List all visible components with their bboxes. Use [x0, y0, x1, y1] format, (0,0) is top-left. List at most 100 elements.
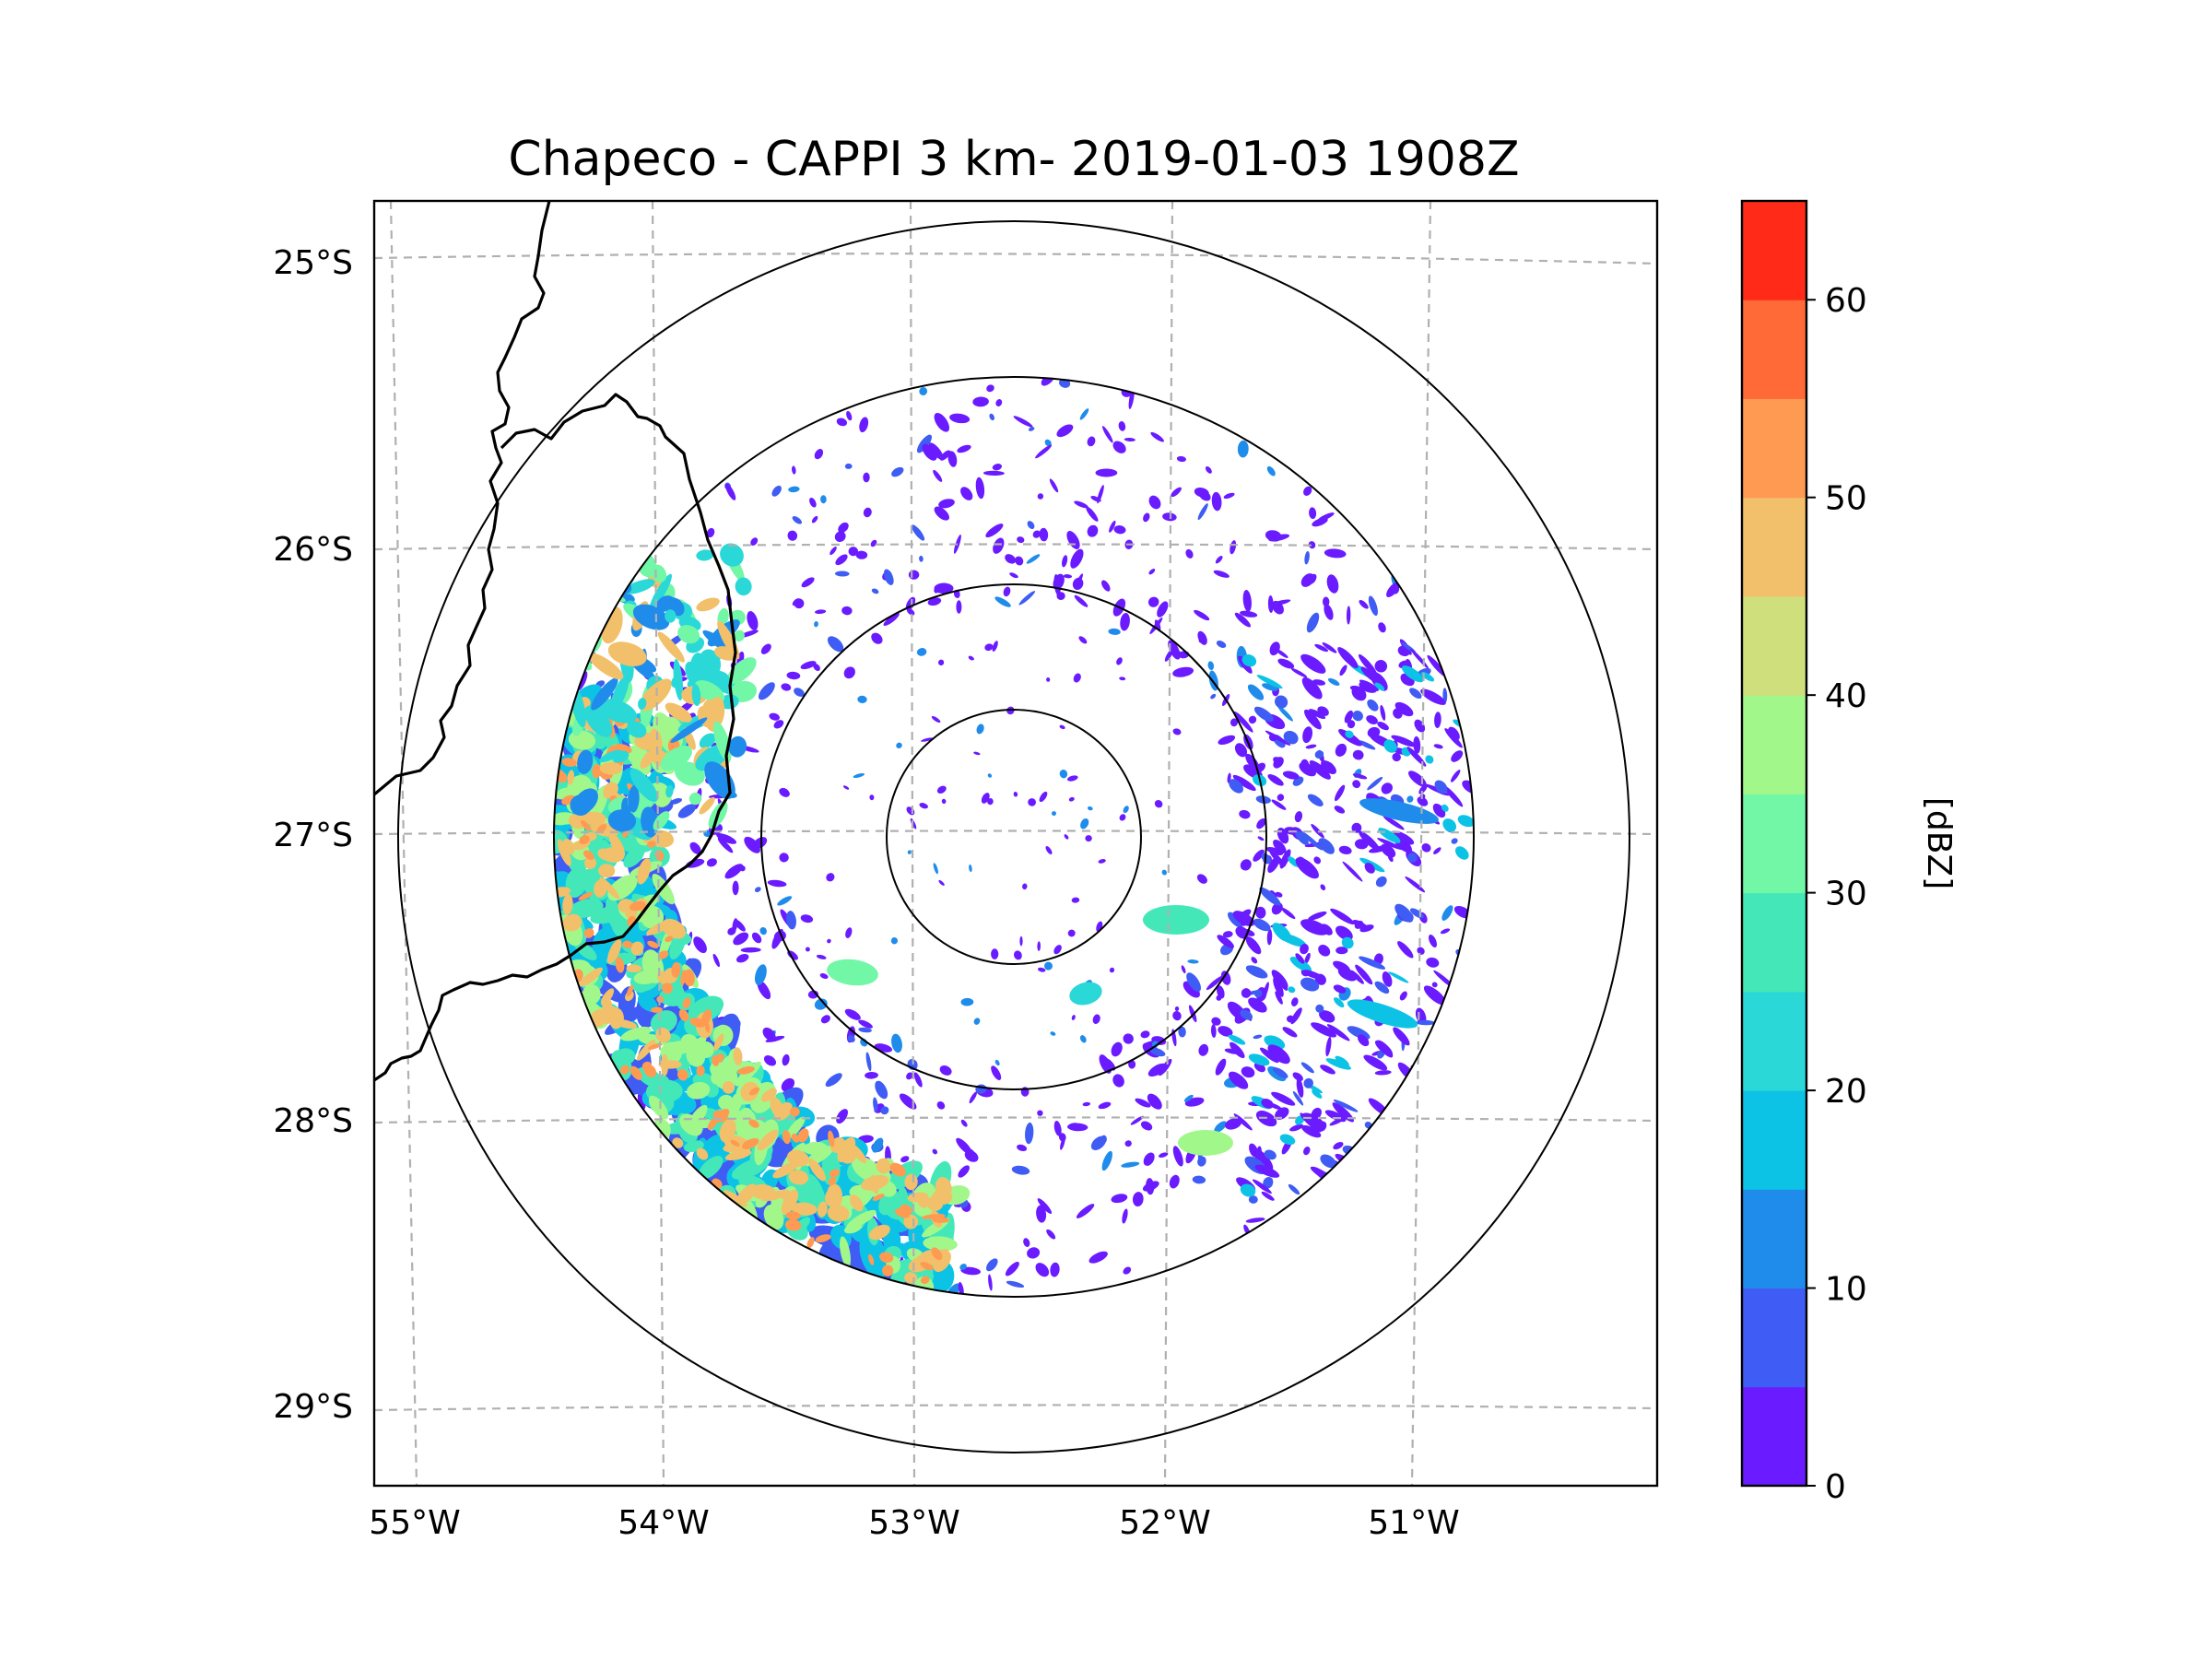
echo-cell: [828, 1177, 837, 1186]
echo-cell: [1069, 982, 1102, 1006]
echo-cell: [1111, 1194, 1128, 1204]
echo-cell: [984, 643, 994, 652]
echo-cell: [1355, 964, 1373, 985]
echo-cell: [1314, 750, 1324, 759]
echo-cell: [792, 516, 802, 524]
echo-cell: [791, 1133, 800, 1143]
echo-cell: [1070, 548, 1084, 569]
echo-cell: [871, 632, 883, 644]
echo-cell: [698, 1156, 724, 1180]
echo-cell: [1393, 1027, 1410, 1046]
echo-cell: [1300, 944, 1309, 955]
echo-cell: [1149, 1047, 1166, 1057]
echo-cell: [1228, 912, 1243, 928]
echo-cell: [1374, 981, 1390, 994]
echo-cell: [1076, 1204, 1095, 1218]
echo-cell: [1109, 967, 1115, 973]
echo-cell: [1295, 830, 1309, 846]
echo-cell: [919, 387, 928, 395]
echo-cell: [1013, 792, 1018, 797]
echo-cell: [1026, 554, 1041, 564]
echo-cell: [1216, 994, 1222, 1001]
echo-cell: [1009, 572, 1018, 579]
echo-cell: [696, 1147, 709, 1160]
echo-cell: [1028, 798, 1036, 806]
echo-cell: [1261, 1099, 1274, 1109]
echo-cell: [696, 549, 714, 561]
echo-cell: [932, 1189, 953, 1206]
echo-cell: [1109, 520, 1116, 533]
echo-cell: [1098, 859, 1106, 864]
echo-cell: [665, 784, 674, 798]
echo-cell: [740, 1081, 759, 1101]
echo-cell: [570, 794, 592, 816]
echo-cell: [891, 1033, 902, 1053]
echo-cell: [975, 477, 985, 500]
echo-cell: [1230, 1041, 1245, 1059]
echo-cell: [787, 530, 798, 541]
echo-cell: [1300, 653, 1326, 674]
echo-cell: [1394, 903, 1414, 923]
echo-cell: [1239, 809, 1251, 819]
echo-cell: [859, 417, 869, 433]
echo-cell: [1457, 815, 1474, 828]
echo-cell: [638, 698, 647, 710]
echo-cell: [1324, 548, 1347, 559]
echo-cell: [1275, 1107, 1289, 1120]
echo-cell: [1264, 1149, 1277, 1160]
echo-cell: [1079, 408, 1089, 420]
echo-cell: [782, 1053, 790, 1066]
echo-cell: [1045, 846, 1053, 854]
echo-cell: [880, 1106, 889, 1115]
echo-cell: [1257, 836, 1265, 841]
echo-cell: [938, 499, 955, 509]
echo-cell: [1056, 592, 1065, 601]
echo-cell: [1322, 596, 1330, 607]
echo-cell: [1211, 491, 1222, 512]
echo-cell: [1135, 1098, 1151, 1108]
echo-cell: [561, 758, 577, 767]
echo-cell: [717, 837, 734, 853]
echo-cell: [1271, 1091, 1296, 1106]
echo-cell: [735, 577, 752, 596]
echo-cell: [1266, 929, 1273, 946]
echo-cell: [1130, 1115, 1144, 1125]
echo-cell: [834, 531, 846, 543]
echo-cell: [739, 865, 746, 872]
echo-cell: [1443, 785, 1464, 807]
echo-cell: [588, 653, 624, 680]
echo-cell: [794, 598, 805, 609]
echo-cell: [1187, 959, 1199, 964]
echo-cell: [1309, 709, 1326, 720]
echo-cell: [751, 932, 762, 944]
range-ring-2: [760, 583, 1267, 1090]
echo-cell: [685, 858, 705, 868]
range-ring-4: [397, 220, 1630, 1453]
echo-cell: [1337, 647, 1359, 669]
echo-cell: [900, 1156, 910, 1163]
echo-cell: [772, 1161, 799, 1179]
echo-cell: [913, 1072, 923, 1088]
echo-cell: [1352, 919, 1370, 931]
echo-cell: [1374, 660, 1388, 673]
echo-cell: [1082, 1101, 1091, 1107]
echo-cell: [1196, 874, 1207, 884]
echo-cell: [889, 1162, 906, 1177]
echo-cell: [579, 967, 603, 987]
echo-cell: [1143, 905, 1209, 935]
echo-cell: [1295, 953, 1305, 964]
echo-cell: [1319, 1010, 1335, 1023]
echo-cell: [1234, 743, 1248, 758]
echo-cell: [959, 1264, 967, 1270]
echo-cell: [669, 798, 683, 805]
echo-cell: [1388, 971, 1409, 983]
echo-cell: [1266, 465, 1276, 477]
echo-cell: [1407, 853, 1418, 863]
echo-cell: [1359, 679, 1380, 691]
echo-cell: [811, 515, 818, 524]
echo-cell: [661, 1053, 669, 1077]
echo-cell: [665, 935, 674, 943]
echo-cell: [633, 970, 660, 984]
echo-cell: [1036, 1205, 1047, 1223]
echo-cell: [678, 1008, 689, 1022]
